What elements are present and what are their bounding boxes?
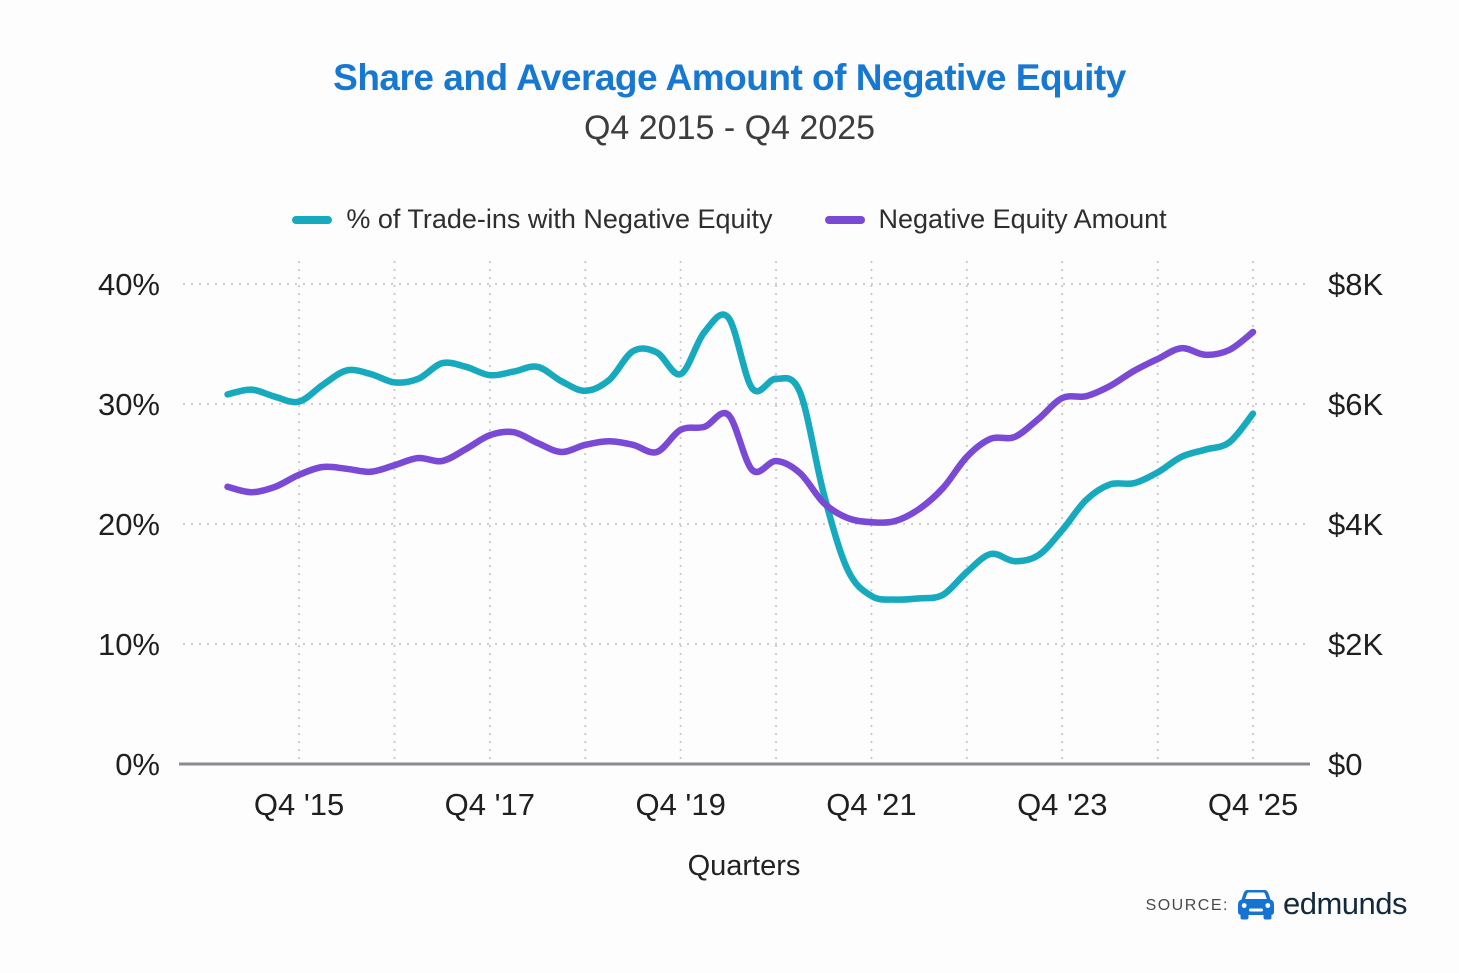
dual-axis-line-chart: 40% 30% 20% 10% 0% $8K $6K $4K $2K $0 Q4 '15 Q4 '17… — [98, 261, 1383, 882]
x-tick-label: Q4 '17 — [445, 787, 535, 822]
y-left-tick-label: 10% — [98, 627, 160, 662]
x-tick-label: Q4 '15 — [254, 787, 344, 822]
x-tick-label: Q4 '25 — [1208, 787, 1298, 822]
edmunds-car-icon — [1237, 888, 1275, 921]
x-tick-label: Q4 '23 — [1017, 787, 1107, 822]
y-right-tick-label: $8K — [1328, 267, 1383, 302]
source-brand: edmunds — [1282, 886, 1408, 921]
y-left-tick-label: 40% — [98, 267, 160, 302]
x-axis-title: Quarters — [688, 850, 801, 882]
legend-swatch-amount-icon — [824, 215, 865, 224]
chart-subtitle: Q4 2015 - Q4 2025 — [583, 109, 876, 147]
legend-swatch-share-icon — [292, 215, 333, 224]
legend-item-amount: Negative Equity Amount — [824, 204, 1167, 235]
y-right-tick-label: $0 — [1328, 747, 1362, 782]
source: SOURCE: edmunds — [1145, 886, 1408, 922]
legend: % of Trade-ins with Negative Equity Nega… — [0, 204, 1459, 235]
legend-label-share: % of Trade-ins with Negative Equity — [346, 204, 773, 234]
y-right-tick-label: $6K — [1328, 387, 1383, 422]
y-left-tick-label: 0% — [115, 747, 160, 782]
y-right-tick-label: $4K — [1328, 507, 1383, 542]
y-left-tick-label: 30% — [98, 387, 160, 422]
legend-label-amount: Negative Equity Amount — [878, 204, 1167, 234]
series-line-share — [224, 311, 1257, 603]
y-left-tick-label: 20% — [98, 507, 160, 542]
series-line-amount — [224, 328, 1257, 526]
x-tick-label: Q4 '21 — [826, 787, 916, 822]
y-right-tick-label: $2K — [1328, 627, 1383, 662]
x-tick-label: Q4 '19 — [635, 787, 725, 822]
chart-title: Share and Average Amount of Negative Equ… — [333, 57, 1126, 98]
legend-item-share: % of Trade-ins with Negative Equity — [292, 204, 773, 235]
source-label: SOURCE: — [1145, 897, 1229, 914]
